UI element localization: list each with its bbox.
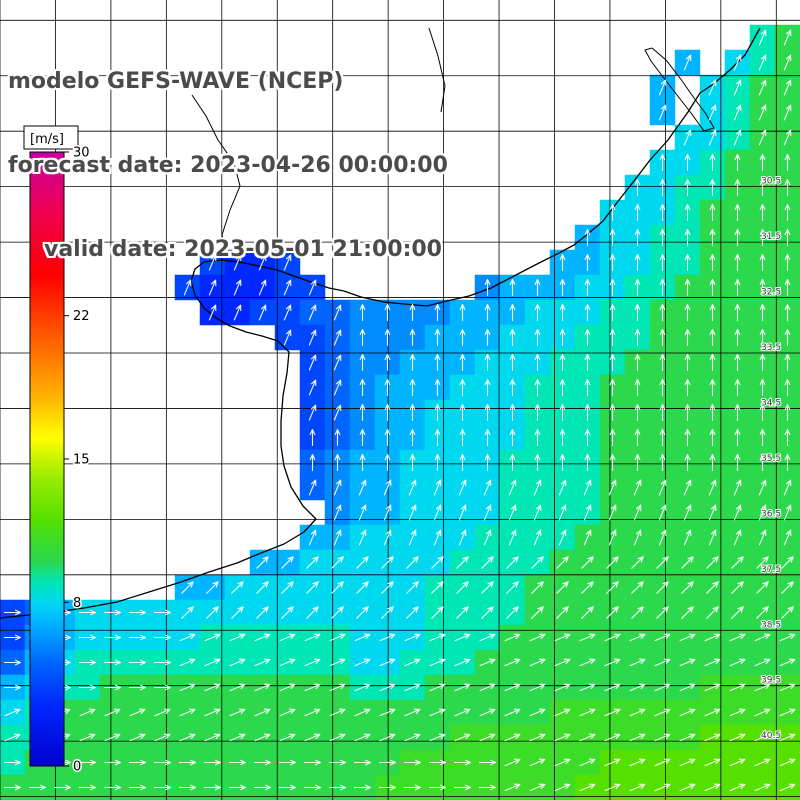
colorbar-gradient-bar [29, 151, 65, 767]
svg-text:35.5: 35.5 [761, 454, 781, 464]
svg-text:30: 30 [73, 146, 90, 161]
svg-text:30.5: 30.5 [761, 177, 781, 187]
svg-text:8: 8 [73, 596, 81, 611]
colorbar-unit-box [23, 125, 79, 150]
wind-direction-arrows [3, 29, 796, 792]
svg-text:39.5: 39.5 [761, 676, 781, 686]
svg-text:15: 15 [73, 453, 90, 468]
model-title: modelo GEFS-WAVE (NCEP) [8, 69, 344, 94]
valid-date: valid date: 2023-05-01 21:00:00 [44, 237, 442, 262]
svg-text:0: 0 [73, 760, 81, 775]
svg-text:32.5: 32.5 [761, 288, 781, 298]
forecast-date: forecast date: 2023-04-26 00:00:00 [8, 153, 448, 178]
svg-text:40.5: 40.5 [761, 731, 781, 741]
coastline [0, 27, 761, 619]
graticule-labels: 30.5 31.5 32.5 33.5 34.5 35.5 36.5 37.5 38.5 39.5… [760, 176, 782, 743]
svg-text:37.5: 37.5 [761, 565, 781, 575]
colorbar-unit-label: [m/s] [30, 132, 64, 147]
title-block: modelo GEFS-WAVE (NCEP) forecast date: 2… [8, 12, 448, 320]
svg-text:38.5: 38.5 [761, 620, 781, 630]
svg-text:22: 22 [73, 309, 90, 324]
colorbar-tick-labels: 30 22 15 8 0 [64, 144, 91, 776]
svg-text:36.5: 36.5 [761, 509, 781, 519]
svg-text:31.5: 31.5 [761, 232, 781, 242]
svg-text:33.5: 33.5 [761, 343, 781, 353]
colorbar: [m/s] 30 22 15 8 0 [23, 125, 91, 776]
svg-text:34.5: 34.5 [761, 398, 781, 408]
